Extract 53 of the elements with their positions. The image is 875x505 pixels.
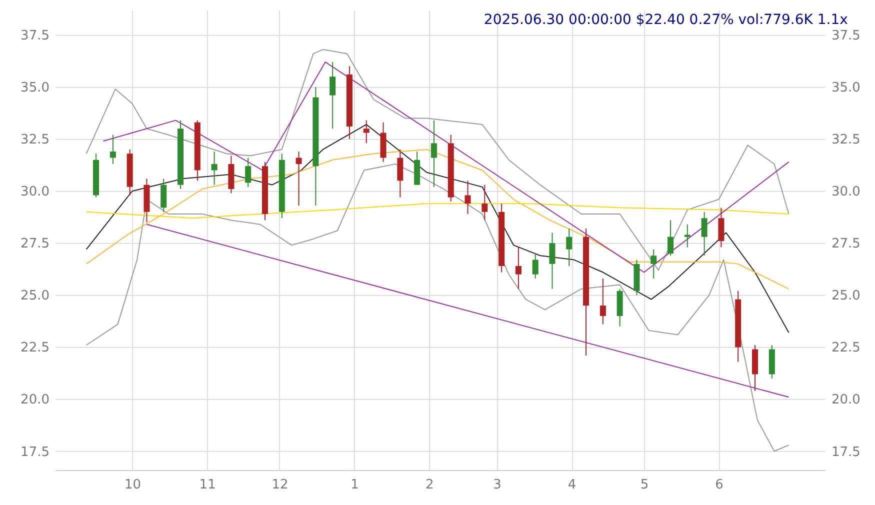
- candlestick: [397, 148, 404, 198]
- candlestick: [330, 62, 336, 130]
- candlestick: [701, 211, 708, 256]
- x-tick-label: 4: [568, 478, 576, 492]
- candlestick: [296, 151, 302, 206]
- candlestick: [600, 278, 606, 325]
- candlestick: [211, 151, 218, 186]
- candlestick: [532, 253, 538, 280]
- candlestick: [668, 220, 674, 256]
- line-series: [86, 124, 790, 334]
- y-tick-label: 35.0: [20, 80, 50, 96]
- candlestick: [718, 207, 724, 248]
- y2-tick-label: 30.0: [832, 184, 860, 200]
- y-tick-label: 37.5: [20, 28, 50, 44]
- candlestick: [515, 246, 522, 290]
- candlestick: [482, 184, 488, 221]
- candlestick: [464, 180, 471, 214]
- y2-tick-label: 32.5: [832, 132, 860, 148]
- y2-tick-label: 22.5: [832, 340, 860, 356]
- x-tick-label: 12: [272, 478, 288, 492]
- x-tick-label: 11: [199, 478, 216, 492]
- line-series: [86, 148, 790, 290]
- chart-title: 2025.06.30 00:00:00 $22.40 0.27% vol:779.6K 1.1x: [484, 12, 848, 28]
- candlestick: [650, 248, 657, 280]
- y-tick-label: 17.5: [20, 444, 50, 460]
- y-tick-label: 25.0: [20, 288, 50, 304]
- candlestick: [110, 134, 116, 165]
- candlestick: [549, 232, 556, 290]
- candlestick: [684, 224, 690, 248]
- x-tick-label: 5: [640, 478, 649, 492]
- y-tick-label: 32.5: [20, 132, 50, 148]
- y2-tick-label: 17.5: [832, 444, 860, 460]
- y2-tick-label: 20.0: [832, 392, 860, 408]
- y2-tick-label: 35.0: [832, 80, 860, 96]
- y-tick-label: 22.5: [20, 340, 50, 356]
- candlestick: [566, 228, 572, 267]
- candlestick: [245, 157, 252, 188]
- x-tick-label: 2: [425, 478, 434, 492]
- x-tick-label: 6: [715, 478, 724, 492]
- candlestick: [363, 120, 370, 144]
- x-tick-label: 1: [350, 478, 359, 492]
- y-tick-label: 27.5: [20, 236, 50, 252]
- line-series: [86, 164, 790, 452]
- candlestick: [160, 178, 167, 212]
- candlestick: [430, 120, 437, 188]
- x-tick-label: 10: [124, 478, 142, 492]
- y-tick-label: 30.0: [20, 184, 50, 200]
- line-series: [86, 203, 790, 219]
- y2-tick-label: 37.5: [832, 28, 860, 44]
- x-tick-label: 3: [493, 478, 502, 492]
- y2-tick-label: 27.5: [832, 236, 860, 252]
- y2-tick-label: 25.0: [832, 288, 860, 304]
- y-tick-label: 20.0: [20, 392, 50, 408]
